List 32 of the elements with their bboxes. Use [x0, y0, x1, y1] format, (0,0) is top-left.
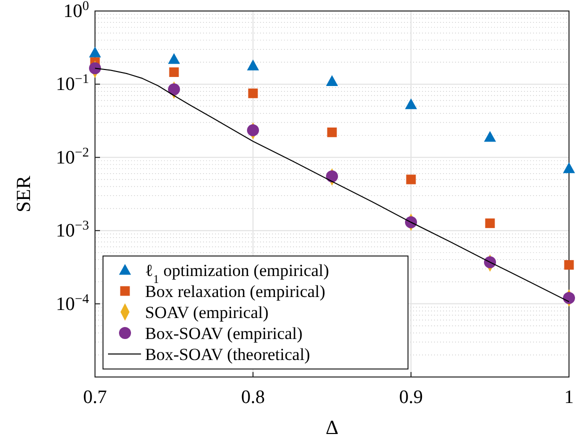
point	[89, 46, 101, 58]
x-tick-label: 0.8	[241, 387, 265, 408]
point	[485, 218, 495, 228]
legend-label: Box-SOAV (theoretical)	[145, 345, 310, 364]
point	[168, 53, 180, 64]
point	[563, 162, 575, 174]
point	[563, 292, 575, 304]
legend-label: SOAV (empirical)	[145, 303, 269, 322]
x-axis-title: Δ	[326, 417, 339, 439]
point	[326, 75, 338, 86]
x-tick-label: 0.7	[83, 387, 107, 408]
point	[405, 98, 417, 110]
point	[326, 170, 338, 182]
point	[406, 174, 416, 184]
x-tick-label: 1	[564, 387, 574, 408]
point	[327, 128, 337, 138]
point	[564, 260, 574, 270]
point	[247, 60, 259, 70]
point	[484, 130, 496, 142]
y-axis-title: SER	[13, 175, 35, 212]
y-tick-label: 10$^{−2}$	[56, 144, 89, 168]
point	[168, 83, 180, 96]
point	[248, 88, 258, 98]
y-tick-label: 10$^{−4}$	[56, 290, 90, 315]
y-tick-label: 10$^{0}$	[63, 0, 90, 22]
legend-label: Box-SOAV (empirical)	[145, 324, 303, 343]
x-tick-label: 0.9	[399, 387, 423, 408]
point	[169, 67, 179, 77]
y-tick-label: 10$^{−1}$	[56, 70, 89, 96]
y-tick-label: 10$^{−3}$	[56, 217, 90, 242]
point	[247, 124, 259, 136]
point	[89, 62, 101, 74]
